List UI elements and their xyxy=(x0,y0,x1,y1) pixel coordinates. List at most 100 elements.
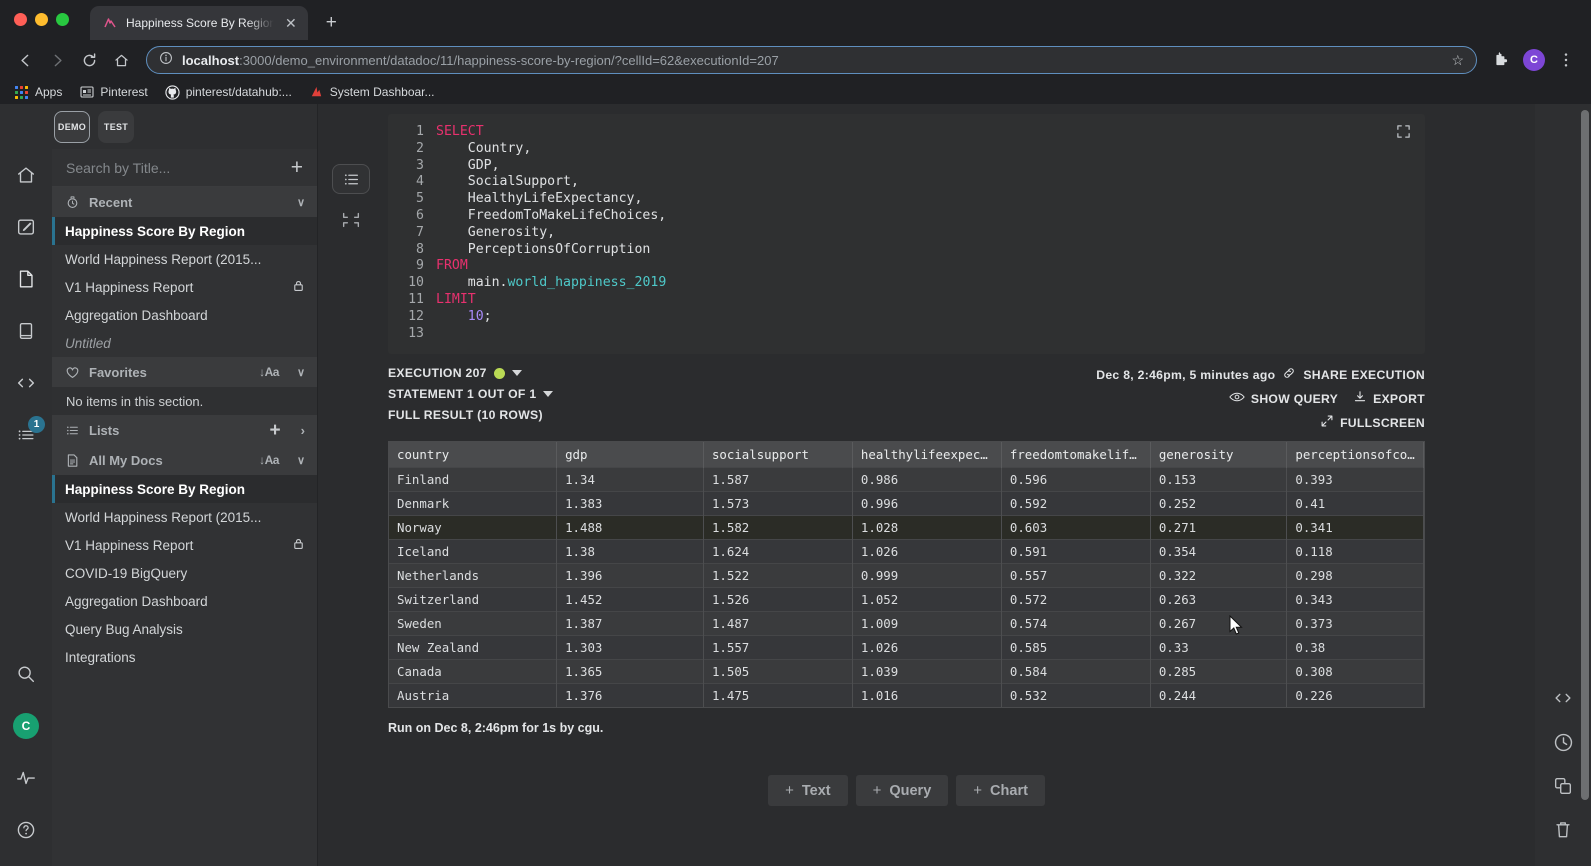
chevron-down-icon[interactable] xyxy=(511,370,522,377)
chevron-right-icon[interactable]: › xyxy=(300,422,305,438)
cell-gdp[interactable]: 1.387 xyxy=(556,611,704,636)
cell-healthylifeexpectancy[interactable]: 0.996 xyxy=(852,491,1002,516)
cell-gdp[interactable]: 1.396 xyxy=(556,563,704,588)
activity-icon[interactable] xyxy=(0,752,52,804)
cell-gdp[interactable]: 1.383 xyxy=(556,491,704,516)
cell-country[interactable]: Iceland xyxy=(389,539,558,564)
column-header-country[interactable]: country xyxy=(389,442,558,468)
bookmark-apps[interactable]: Apps xyxy=(14,85,62,100)
cell-perceptionsofcorruption[interactable]: 0.298 xyxy=(1286,563,1424,588)
bookmark-star-icon[interactable]: ☆ xyxy=(1451,51,1464,68)
chevron-down-icon[interactable]: ∨ xyxy=(296,366,305,379)
table-row[interactable]: Sweden 1.387 1.487 1.009 0.574 0.267 0.3… xyxy=(389,611,1424,636)
sidebar-item-book[interactable] xyxy=(0,305,52,357)
export-button[interactable]: EXPORT xyxy=(1353,390,1425,407)
address-bar[interactable]: localhost:3000/demo_environment/datadoc/… xyxy=(146,46,1477,74)
cell-list-icon[interactable] xyxy=(332,164,370,194)
add-doc-button[interactable]: + xyxy=(290,156,303,179)
cell-generosity[interactable]: 0.267 xyxy=(1150,611,1288,636)
delete-trash-icon[interactable] xyxy=(1535,808,1591,852)
fullscreen-icon[interactable] xyxy=(1396,124,1411,144)
chevron-down-icon[interactable]: ∨ xyxy=(296,454,305,467)
table-row[interactable]: Finland 1.34 1.587 0.986 0.596 0.153 0.3… xyxy=(389,467,1424,492)
collapse-icon[interactable] xyxy=(336,206,366,234)
section-header-favorites[interactable]: Favorites ↓Aa ∨ xyxy=(52,357,317,387)
cell-socialsupport[interactable]: 1.582 xyxy=(703,515,853,540)
cell-country[interactable]: New Zealand xyxy=(389,635,558,660)
cell-gdp[interactable]: 1.303 xyxy=(556,635,704,660)
profile-avatar[interactable]: C xyxy=(1519,45,1549,75)
column-header-perceptionsofcorruption[interactable]: perceptionsofcor… xyxy=(1286,442,1424,468)
bookmark-github-datahub[interactable]: pinterest/datahub:... xyxy=(165,84,292,100)
cell-perceptionsofcorruption[interactable]: 0.41 xyxy=(1286,491,1424,516)
cell-generosity[interactable]: 0.153 xyxy=(1150,467,1288,492)
doc-item-recent-2[interactable]: V1 Happiness Report xyxy=(52,273,317,301)
scrollbar-thumb[interactable] xyxy=(1581,110,1589,800)
history-clock-icon[interactable] xyxy=(1535,720,1591,764)
cell-perceptionsofcorruption[interactable]: 0.343 xyxy=(1286,587,1424,612)
browser-menu-icon[interactable] xyxy=(1551,45,1581,75)
duplicate-icon[interactable] xyxy=(1535,764,1591,808)
forward-icon[interactable] xyxy=(42,45,72,75)
cell-socialsupport[interactable]: 1.573 xyxy=(703,491,853,516)
sql-code[interactable]: 1 SELECT 2 Country, 3 GDP, 4 SocialSuppor… xyxy=(388,124,1425,342)
cell-perceptionsofcorruption[interactable]: 0.308 xyxy=(1286,659,1424,684)
bookmark-pinterest[interactable]: Pinterest xyxy=(79,85,148,100)
cell-healthylifeexpectancy[interactable]: 0.999 xyxy=(852,563,1002,588)
share-execution-button[interactable]: SHARE EXECUTION xyxy=(1303,367,1425,382)
close-icon[interactable]: ✕ xyxy=(285,15,297,31)
cell-generosity[interactable]: 0.263 xyxy=(1150,587,1288,612)
show-query-button[interactable]: SHOW QUERY xyxy=(1229,391,1338,406)
add-chart-cell-button[interactable]: + Chart xyxy=(956,775,1045,807)
cell-healthylifeexpectancy[interactable]: 1.028 xyxy=(852,515,1002,540)
cell-healthylifeexpectancy[interactable]: 1.026 xyxy=(852,539,1002,564)
cell-socialsupport[interactable]: 1.475 xyxy=(703,683,853,708)
doc-item-all-0[interactable]: Happiness Score By Region xyxy=(52,475,317,503)
cell-country[interactable]: Austria xyxy=(389,683,558,708)
cell-perceptionsofcorruption[interactable]: 0.373 xyxy=(1286,611,1424,636)
cell-generosity[interactable]: 0.285 xyxy=(1150,659,1288,684)
doc-item-all-1[interactable]: World Happiness Report (2015... xyxy=(52,503,317,531)
sort-alpha-icon[interactable]: ↓Aa xyxy=(259,365,279,379)
new-tab-button[interactable]: + xyxy=(325,12,337,33)
table-row[interactable]: Denmark 1.383 1.573 0.996 0.592 0.252 0.… xyxy=(389,491,1424,516)
cell-healthylifeexpectancy[interactable]: 1.009 xyxy=(852,611,1002,636)
reload-icon[interactable] xyxy=(74,45,104,75)
cell-perceptionsofcorruption[interactable]: 0.118 xyxy=(1286,539,1424,564)
cell-freedomtomakelifechoices[interactable]: 0.591 xyxy=(1001,539,1151,564)
cell-perceptionsofcorruption[interactable]: 0.226 xyxy=(1286,683,1424,708)
env-tab-test[interactable]: TEST xyxy=(98,110,134,143)
cell-healthylifeexpectancy[interactable]: 1.026 xyxy=(852,635,1002,660)
maximize-window-button[interactable] xyxy=(56,13,69,26)
sidebar-item-queue[interactable]: 1 xyxy=(0,409,52,461)
doc-item-recent-0[interactable]: Happiness Score By Region xyxy=(52,217,317,245)
cell-healthylifeexpectancy[interactable]: 1.039 xyxy=(852,659,1002,684)
page-scrollbar[interactable] xyxy=(1581,110,1589,850)
column-header-healthylifeexpectancy[interactable]: healthylifeexpec… xyxy=(852,442,1002,468)
cell-gdp[interactable]: 1.365 xyxy=(556,659,704,684)
code-icon[interactable] xyxy=(1535,676,1591,720)
cell-freedomtomakelifechoices[interactable]: 0.596 xyxy=(1001,467,1151,492)
fullscreen-button[interactable]: FULLSCREEN xyxy=(1320,414,1425,431)
result-table-wrapper[interactable]: country gdp socialsupport healthylifeexp… xyxy=(388,441,1425,709)
sidebar-item-compose[interactable] xyxy=(0,201,52,253)
cell-perceptionsofcorruption[interactable]: 0.38 xyxy=(1286,635,1424,660)
cell-freedomtomakelifechoices[interactable]: 0.584 xyxy=(1001,659,1151,684)
cell-generosity[interactable]: 0.322 xyxy=(1150,563,1288,588)
cell-generosity[interactable]: 0.271 xyxy=(1150,515,1288,540)
table-row[interactable]: Iceland 1.38 1.624 1.026 0.591 0.354 0.1… xyxy=(389,539,1424,564)
cell-socialsupport[interactable]: 1.624 xyxy=(703,539,853,564)
table-row[interactable]: Norway 1.488 1.582 1.028 0.603 0.271 0.3… xyxy=(389,515,1424,540)
cell-generosity[interactable]: 0.244 xyxy=(1150,683,1288,708)
sidebar-item-document[interactable] xyxy=(0,253,52,305)
minimize-window-button[interactable] xyxy=(35,13,48,26)
cell-freedomtomakelifechoices[interactable]: 0.592 xyxy=(1001,491,1151,516)
doc-item-recent-1[interactable]: World Happiness Report (2015... xyxy=(52,245,317,273)
env-tab-demo[interactable]: DEMO xyxy=(54,110,90,143)
table-row[interactable]: Netherlands 1.396 1.522 0.999 0.557 0.32… xyxy=(389,563,1424,588)
doc-item-all-4[interactable]: Aggregation Dashboard xyxy=(52,587,317,615)
cell-country[interactable]: Finland xyxy=(389,467,558,492)
doc-item-all-5[interactable]: Query Bug Analysis xyxy=(52,615,317,643)
table-row[interactable]: Austria 1.376 1.475 1.016 0.532 0.244 0.… xyxy=(389,683,1424,708)
table-row[interactable]: Switzerland 1.452 1.526 1.052 0.572 0.26… xyxy=(389,587,1424,612)
